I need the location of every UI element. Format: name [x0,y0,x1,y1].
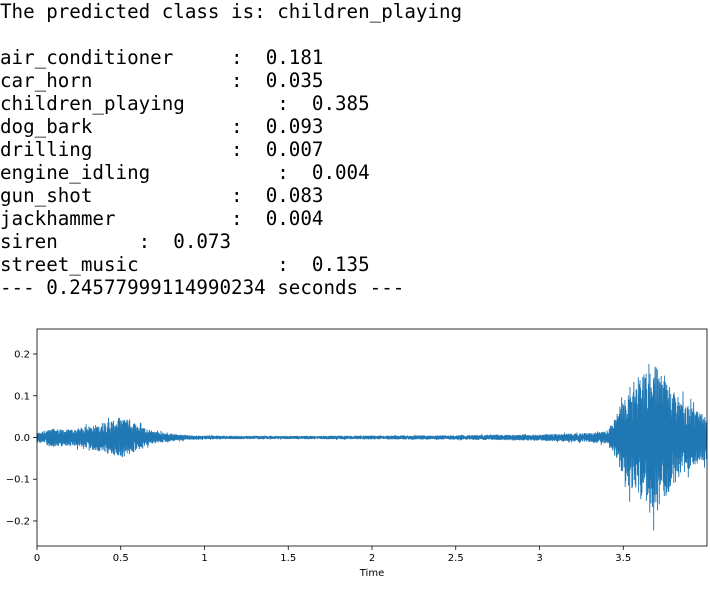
score-label: car_horn [0,69,93,92]
waveform-svg: −0.2 −0.1 0.0 0.1 0.2 0 0.5 1 1.5 2 2.5 3 3.5 Time [6,328,708,579]
score-label: street_music [0,253,139,276]
x-tick-label: 1 [201,553,207,564]
x-tick-label: 3.5 [615,553,631,564]
x-axis-label: Time [359,568,384,579]
x-tick-label: 3 [536,553,542,564]
score-value: 0.007 [265,138,324,161]
score-value: 0.073 [173,230,232,253]
score-label: siren [0,230,58,253]
score-value: 0.385 [311,92,370,115]
score-row: jackhammer : 0.004 [0,207,324,230]
score-label: children_playing [0,92,185,115]
y-tick-label: 0.0 [14,433,30,444]
score-label: drilling [0,138,93,161]
score-label: engine_idling [0,161,151,184]
score-label: dog_bark [0,115,93,138]
blank-line [0,23,710,46]
score-row: gun_shot : 0.083 [0,184,324,207]
score-row: drilling : 0.007 [0,138,324,161]
score-row: siren : 0.073 [0,230,232,253]
score-value: 0.083 [265,184,324,207]
y-tick-label: 0.2 [14,350,30,361]
x-tick-label: 1.5 [280,553,296,564]
y-tick-label: −0.2 [6,516,30,527]
score-label: gun_shot [0,184,93,207]
score-row: children_playing : 0.385 [0,92,370,115]
x-tick-label: 2 [369,553,375,564]
console-output: The predicted class is: children_playing… [0,0,710,299]
x-tick-label: 2.5 [448,553,464,564]
score-value: 0.004 [311,161,370,184]
score-value: 0.093 [265,115,324,138]
prediction-line: The predicted class is: children_playing [0,0,463,23]
x-tick-label: 0.5 [113,553,129,564]
score-label: air_conditioner [0,46,174,69]
score-row: dog_bark : 0.093 [0,115,324,138]
waveform-chart: −0.2 −0.1 0.0 0.1 0.2 0 0.5 1 1.5 2 2.5 3 3.5 Time [0,320,710,589]
score-label: jackhammer [0,207,116,230]
score-row: car_horn : 0.035 [0,69,324,92]
score-value: 0.181 [265,46,324,69]
score-row: engine_idling : 0.004 [0,161,370,184]
score-value: 0.035 [265,69,324,92]
x-tick-label: 0 [34,553,40,564]
score-row: street_music : 0.135 [0,253,370,276]
score-value: 0.135 [311,253,370,276]
timing-line: --- 0.24577999114990234 seconds --- [0,276,405,299]
y-tick-label: 0.1 [14,391,30,402]
score-row: air_conditioner : 0.181 [0,46,324,69]
score-value: 0.004 [265,207,324,230]
waveform-line [36,363,708,531]
score-list: air_conditioner : 0.181 car_horn : 0.035 c… [0,46,710,276]
y-tick-label: −0.1 [6,475,30,486]
